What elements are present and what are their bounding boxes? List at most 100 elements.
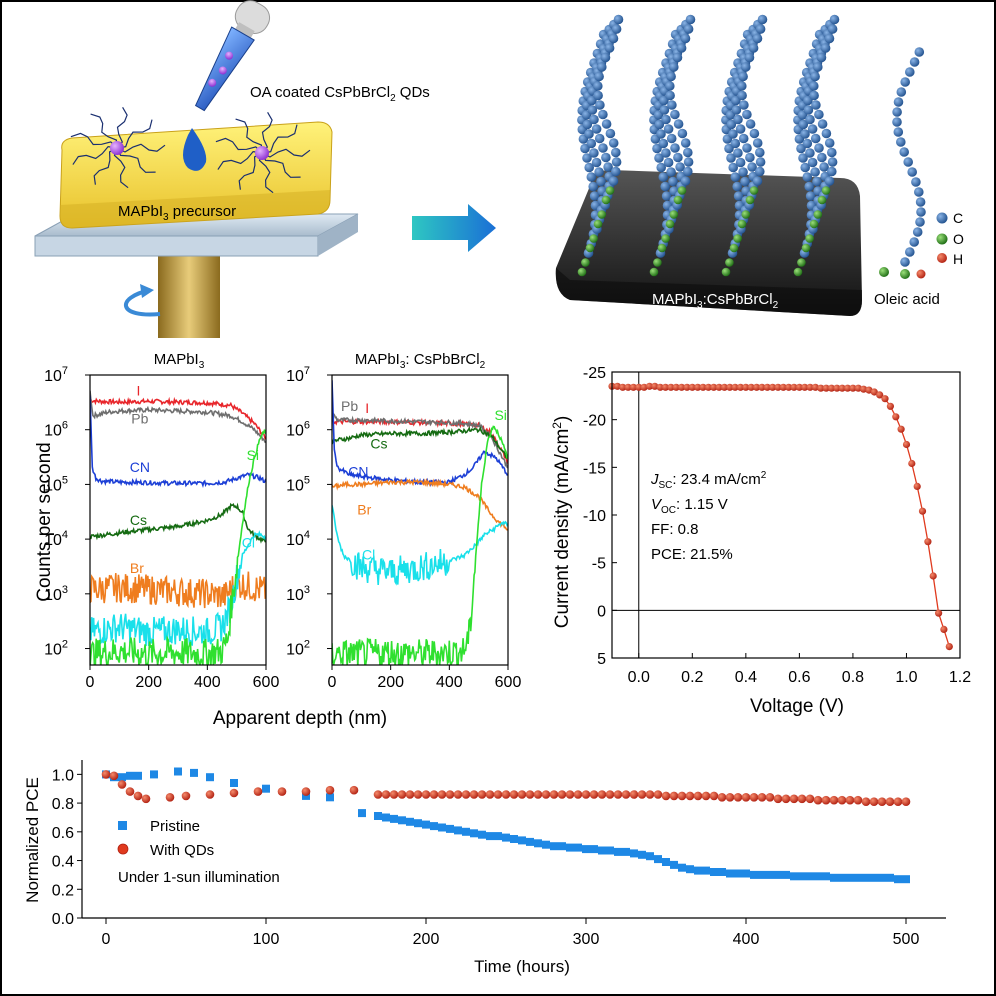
oxygen-atom-icon <box>729 243 739 253</box>
series-label: CN <box>348 463 368 479</box>
glass-substrate-side <box>318 214 358 256</box>
carbon-atom-icon <box>827 24 838 34</box>
oxygen-atom-icon <box>879 267 889 277</box>
carbon-atom-icon <box>611 147 621 158</box>
ligand-chain <box>261 152 301 178</box>
pristine-point <box>382 813 390 822</box>
carbon-atom-icon <box>821 128 832 139</box>
ligand-chain <box>116 119 153 149</box>
transition-arrow-icon <box>412 204 496 252</box>
carbon-atom-icon <box>755 157 766 167</box>
precursor-droplet <box>183 128 207 171</box>
pristine-point <box>462 827 470 836</box>
carbon-atom-icon <box>666 167 676 177</box>
ligand-chain <box>258 152 274 194</box>
oxygen-atom-icon <box>936 233 948 245</box>
carbon-atom-icon <box>732 181 742 192</box>
carbon-atom-icon <box>737 81 747 91</box>
stability-chart: Normalized PCE Time (hours) Pristine Wit… <box>23 760 946 976</box>
jv-point <box>651 382 659 390</box>
oxygen-atom-icon <box>725 258 734 267</box>
oxygen-atom-icon <box>589 234 598 243</box>
carbon-atom-icon <box>827 166 837 177</box>
rotation-arrowhead-icon <box>140 284 154 298</box>
chart-title: MAPbI3 <box>154 351 205 371</box>
with-qds-point <box>861 797 871 806</box>
carbon-atom-icon <box>814 143 824 153</box>
series-line-si <box>90 428 266 665</box>
jv-point <box>892 413 900 421</box>
carbon-atom-icon <box>683 24 694 34</box>
carbon-atom-icon <box>584 129 594 139</box>
carbon-atom-icon <box>745 152 755 163</box>
pristine-point <box>750 870 758 879</box>
x-tick-label: 100 <box>253 931 280 948</box>
x-tick-label: 500 <box>893 931 920 948</box>
series-label: I <box>136 383 140 399</box>
standalone-oleic-acid <box>879 47 926 279</box>
with-qds-point <box>669 791 679 801</box>
carbon-atom-icon <box>591 124 602 134</box>
x-tick-label: 400 <box>733 931 760 948</box>
ligand-chain <box>113 147 129 189</box>
oxygen-atom-icon <box>817 195 827 205</box>
pristine-point <box>662 858 670 866</box>
with-qds-point <box>429 790 439 799</box>
glass-substrate-edge <box>34 235 319 257</box>
carbon-atom-icon <box>755 24 766 34</box>
carbon-atom-icon <box>740 176 750 187</box>
carbon-atom-icon <box>803 105 814 115</box>
ligand-chain <box>90 113 118 149</box>
sims-chart-with-qds: MAPbI3: CsPbBrCl2 0 200 400 600 102 103 104 105… <box>286 351 521 691</box>
carbon-atom-icon <box>658 138 669 149</box>
carbon-atom-icon <box>905 247 915 257</box>
with-qds-point <box>797 794 807 804</box>
y-tick-label: 0.8 <box>52 796 74 813</box>
pristine-point <box>742 869 750 878</box>
carbon-atom-icon <box>909 237 919 247</box>
pristine-point <box>686 865 694 874</box>
oleic-acid-molecule <box>577 29 609 277</box>
carbon-atom-icon <box>677 128 688 139</box>
carbon-atom-icon <box>909 57 920 67</box>
jv-point <box>672 383 680 391</box>
series-line-cs <box>332 426 508 460</box>
carbon-atom-icon <box>656 162 666 173</box>
carbon-atom-icon <box>899 147 909 157</box>
carbon-atom-icon <box>738 167 748 177</box>
carbon-atom-icon <box>683 147 693 158</box>
jv-point <box>822 384 830 392</box>
carbon-atom-icon <box>605 128 616 139</box>
ligand-chain <box>235 118 263 154</box>
legend-note: Under 1-sun illumination <box>118 869 280 886</box>
film-schematic: MAPbI3:CsPbBrCl2 Oleic acid C O H <box>555 14 964 316</box>
carbon-atom-icon <box>744 52 755 63</box>
jv-point <box>758 383 766 391</box>
jv-point <box>678 383 686 391</box>
carbon-atom-icon <box>726 119 737 130</box>
with-qds-point <box>725 793 735 802</box>
x-tick-label: 200 <box>413 931 440 948</box>
pristine-point <box>534 839 542 848</box>
pristine-point <box>486 832 494 841</box>
pristine-point <box>606 846 614 855</box>
oxygen-atom-icon <box>597 210 607 219</box>
carbon-atom-icon <box>747 162 757 172</box>
jv-point <box>747 383 755 391</box>
carbon-atom-icon <box>915 217 925 227</box>
plot-frame <box>331 374 509 666</box>
pristine-point <box>678 863 686 872</box>
jv-point <box>827 384 836 392</box>
ligand-chain <box>217 150 263 170</box>
carbon-atom-icon <box>582 153 592 163</box>
carbon-atom-icon <box>658 172 669 182</box>
carbon-atom-icon <box>661 114 671 125</box>
pristine-point <box>574 843 582 852</box>
series-label: CN <box>130 459 150 475</box>
with-qds-point <box>501 790 511 799</box>
x-tick-label: 0 <box>86 674 95 691</box>
with-qds-point <box>469 790 479 799</box>
jv-point <box>699 383 707 391</box>
pristine-point <box>790 872 798 881</box>
carbon-atom-icon <box>608 33 619 44</box>
